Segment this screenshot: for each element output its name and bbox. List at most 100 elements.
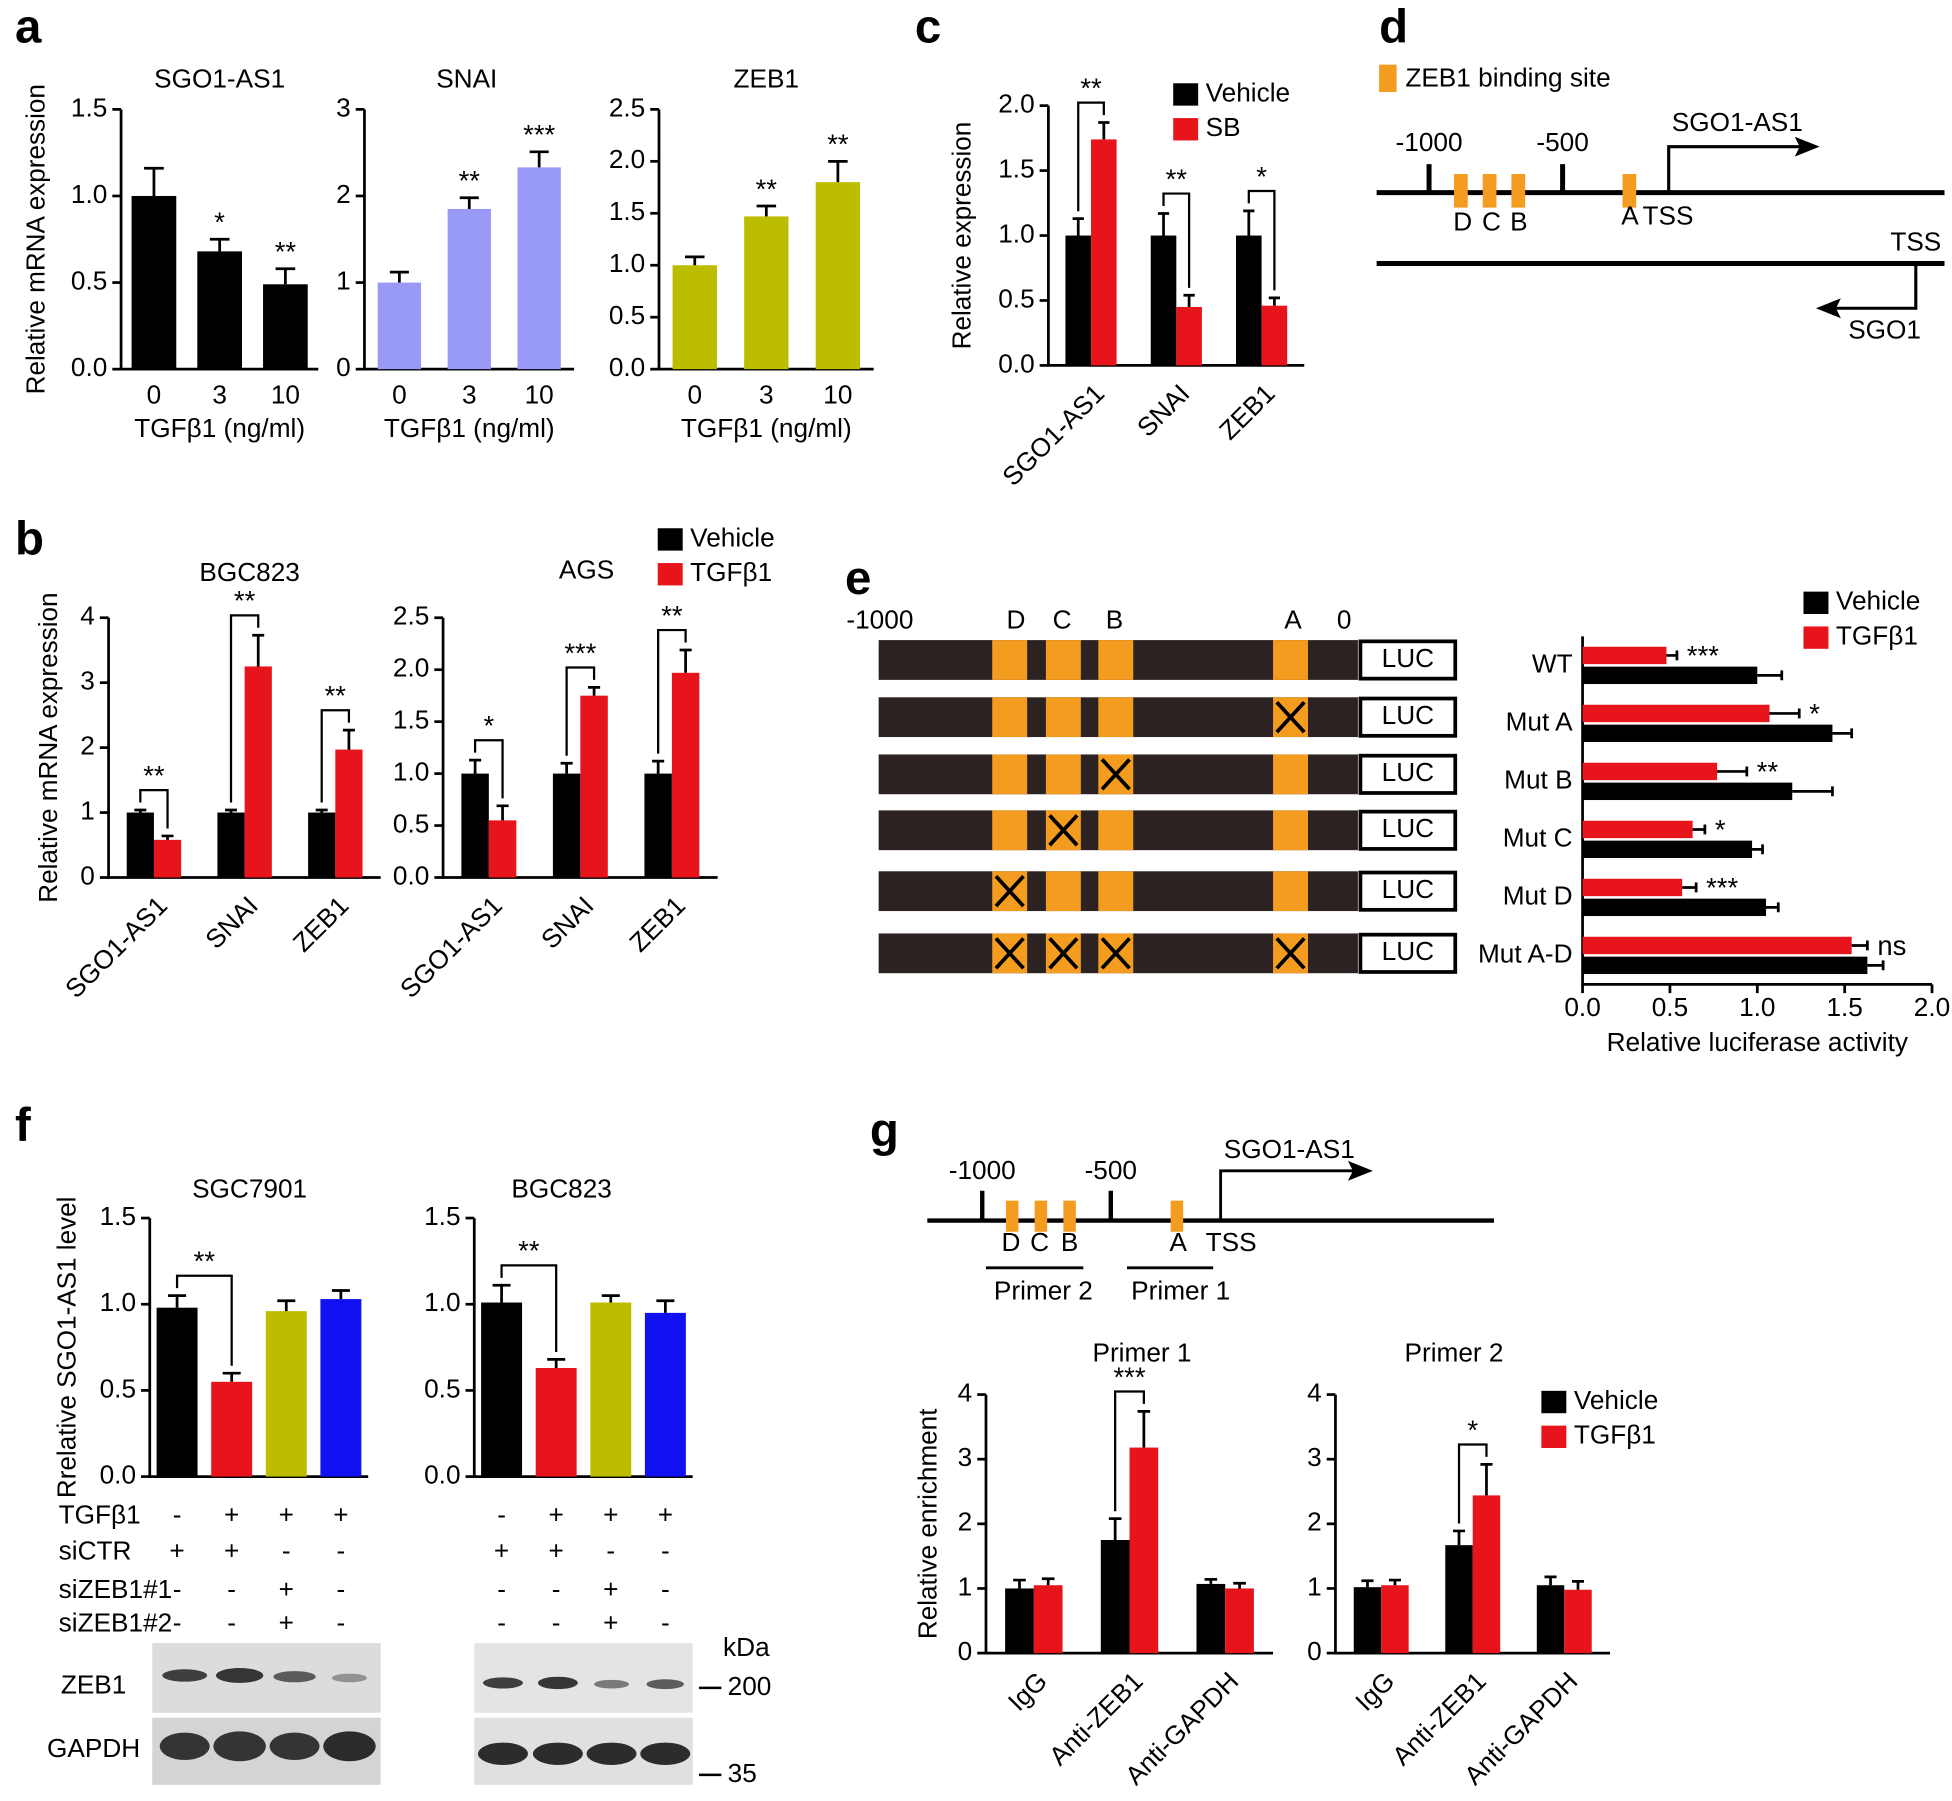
error-bar bbox=[828, 159, 848, 183]
significance: *** bbox=[564, 637, 596, 668]
error-bar bbox=[1480, 1462, 1493, 1496]
legend-swatch bbox=[1173, 83, 1199, 106]
x-tick-label: 10 bbox=[823, 379, 852, 409]
condition-mark: - bbox=[337, 1574, 346, 1604]
bar bbox=[1564, 1589, 1592, 1654]
legend-swatch bbox=[1803, 591, 1829, 615]
bar bbox=[263, 284, 308, 370]
bar bbox=[1536, 1585, 1565, 1654]
legend-label: Vehicle bbox=[690, 522, 774, 552]
y-tick-label: 1.0 bbox=[100, 1287, 136, 1317]
y-tick-label: 2 bbox=[80, 731, 95, 761]
x-tick-label: 0 bbox=[687, 379, 702, 409]
significance: * bbox=[214, 207, 225, 238]
arrow-head bbox=[1347, 1160, 1373, 1181]
chart-title: BGC823 bbox=[199, 557, 299, 587]
condition-mark: - bbox=[606, 1535, 615, 1565]
y-axis-label: Relative enrichment bbox=[913, 1408, 943, 1639]
significance-bracket bbox=[1457, 1443, 1488, 1524]
bar bbox=[644, 1312, 686, 1477]
y-tick-label: WT bbox=[1532, 648, 1573, 678]
condition-mark: - bbox=[337, 1607, 346, 1637]
condition-mark: + bbox=[279, 1574, 294, 1604]
significance-bracket bbox=[229, 614, 260, 803]
panel-label: f bbox=[15, 1099, 31, 1152]
promoter-diagram: ZEB1 binding site -1000 -500 D C B A TSS… bbox=[1376, 62, 1945, 345]
error-bar bbox=[1108, 1517, 1122, 1540]
y-tick-label: 2 bbox=[958, 1507, 973, 1537]
y-tick-label: 1.5 bbox=[609, 196, 645, 226]
chart-title: BGC823 bbox=[511, 1174, 611, 1204]
condition-mark: - bbox=[552, 1607, 561, 1637]
condition-row-label: siZEB1#1 bbox=[59, 1574, 173, 1604]
construct-header: D bbox=[1006, 604, 1025, 634]
mutation-mark bbox=[994, 875, 1025, 908]
condition-mark: + bbox=[169, 1535, 184, 1565]
condition-mark: + bbox=[603, 1499, 618, 1529]
site-label: B bbox=[1510, 207, 1527, 237]
y-tick-label: 0.5 bbox=[100, 1373, 136, 1403]
reporter-box bbox=[1358, 639, 1458, 681]
construct-header: 0 bbox=[1337, 604, 1352, 634]
bar bbox=[1582, 704, 1770, 723]
legend-label: TGFβ1 bbox=[1574, 1420, 1656, 1450]
y-tick-label: Mut C bbox=[1503, 822, 1573, 852]
condition-mark: - bbox=[173, 1607, 182, 1637]
error-bar bbox=[1867, 960, 1885, 971]
error-bar bbox=[275, 267, 296, 285]
y-tick-label: 2.5 bbox=[609, 92, 645, 122]
site-label: D bbox=[1453, 207, 1472, 237]
panel-label: a bbox=[15, 0, 42, 53]
significance-bracket bbox=[657, 628, 687, 754]
y-tick-label: 1 bbox=[336, 266, 351, 296]
error-bar bbox=[389, 270, 409, 283]
condition-mark: - bbox=[227, 1607, 236, 1637]
y-tick-label: Mut B bbox=[1504, 764, 1572, 794]
significance-bracket bbox=[1114, 1390, 1145, 1512]
significance-bracket bbox=[565, 666, 596, 756]
reporter-box bbox=[1358, 870, 1458, 912]
error-bar bbox=[1204, 1578, 1218, 1584]
condition-mark: + bbox=[658, 1499, 673, 1529]
significance: ** bbox=[827, 129, 849, 160]
binding-site bbox=[1098, 640, 1134, 680]
error-bar bbox=[1832, 728, 1854, 739]
tss-label: TSS bbox=[1642, 200, 1693, 230]
y-tick-label: 0.5 bbox=[393, 808, 429, 838]
blot-row-label: GAPDH bbox=[47, 1733, 140, 1763]
condition-row-label: siCTR bbox=[59, 1535, 132, 1565]
significance-bracket bbox=[1247, 189, 1276, 291]
legend-label: Vehicle bbox=[1206, 77, 1290, 107]
significance: ** bbox=[234, 585, 256, 616]
error-bar bbox=[496, 804, 509, 821]
binding-site bbox=[992, 640, 1028, 680]
error-bar bbox=[342, 728, 355, 750]
error-bar bbox=[1072, 217, 1084, 236]
y-tick-label: 1.0 bbox=[609, 248, 645, 278]
y-tick-label: 3 bbox=[958, 1442, 973, 1472]
y-tick-label: 1 bbox=[80, 796, 95, 826]
bar bbox=[481, 1302, 523, 1477]
construct-header: B bbox=[1106, 604, 1123, 634]
binding-site bbox=[1045, 754, 1081, 795]
bar bbox=[1065, 235, 1092, 366]
y-tick-label: 0 bbox=[80, 860, 95, 890]
construct-header: -1000 bbox=[846, 604, 913, 634]
error-bar bbox=[547, 1358, 566, 1369]
marker-tick bbox=[698, 1686, 722, 1777]
reporter-label: LUC bbox=[1382, 757, 1434, 787]
y-tick-label: 1.0 bbox=[998, 218, 1034, 248]
x-tick-label: SNAI bbox=[199, 890, 263, 954]
y-axis-label: Rrelative SGO1-AS1 level bbox=[52, 1197, 82, 1499]
x-tick-label: 3 bbox=[759, 379, 774, 409]
arrow-head bbox=[1794, 136, 1820, 157]
position-label: -500 bbox=[1085, 1155, 1137, 1185]
significance: ** bbox=[756, 173, 778, 204]
blot-row-label: ZEB1 bbox=[61, 1670, 127, 1700]
x-tick-label: IgG bbox=[1002, 1666, 1053, 1717]
chart-title: AGS bbox=[559, 555, 614, 585]
significance: *** bbox=[523, 119, 555, 150]
legend-label: Vehicle bbox=[1574, 1385, 1658, 1415]
x-tick-label: ZEB1 bbox=[1213, 378, 1281, 445]
error-bar bbox=[1752, 844, 1764, 855]
